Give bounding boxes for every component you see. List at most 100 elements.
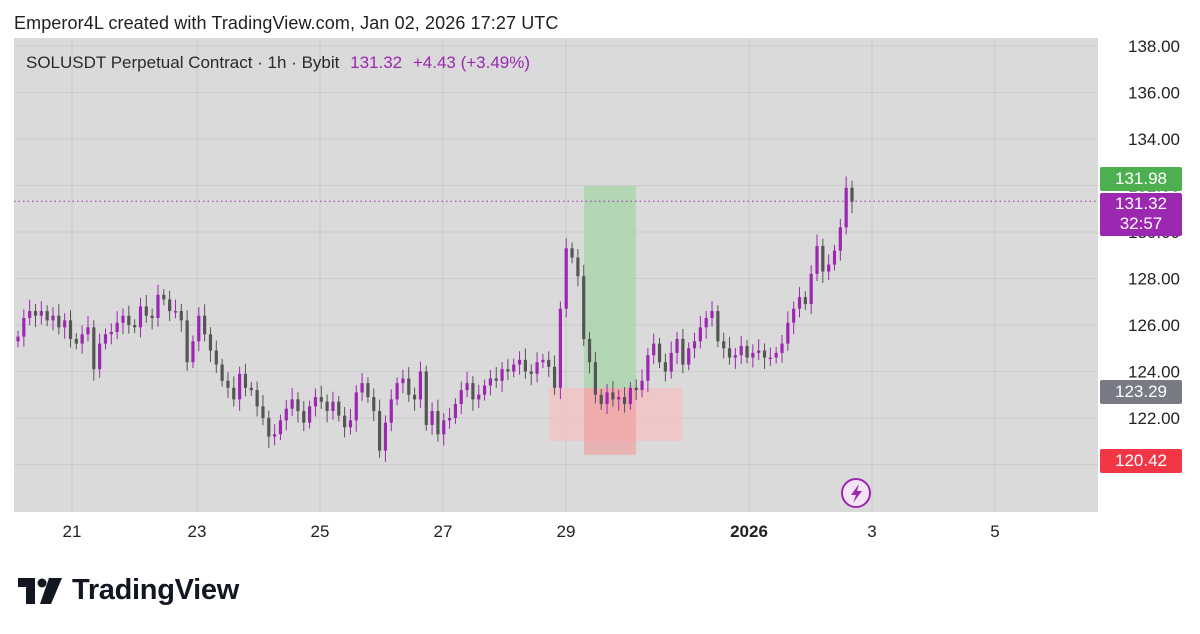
candle: [45, 305, 49, 327]
candle: [477, 384, 481, 409]
candlesticks: [16, 176, 854, 462]
tradingview-wordmark: TradingView: [72, 574, 239, 606]
candle: [617, 389, 621, 411]
time-tick-label: 21: [63, 522, 82, 541]
candle: [337, 395, 341, 422]
candle: [716, 305, 720, 348]
candle: [366, 377, 370, 403]
candle: [156, 284, 160, 327]
chart-caption: Emperor4L created with TradingView.com, …: [14, 13, 559, 33]
candle: [657, 337, 662, 369]
candle: [121, 308, 125, 335]
candle: [331, 391, 335, 420]
candle: [605, 383, 609, 415]
candle: [313, 388, 318, 417]
price-tick-label: 134.00: [1128, 130, 1180, 149]
candle: [634, 379, 638, 401]
candle: [506, 359, 510, 381]
candle: [109, 323, 113, 345]
candle: [517, 351, 522, 375]
candle: [494, 367, 498, 389]
candle: [16, 330, 20, 348]
candle: [500, 361, 504, 393]
candle: [780, 334, 784, 363]
candle: [430, 402, 434, 435]
tradingview-logo[interactable]: TradingView: [18, 574, 239, 607]
candle: [809, 265, 813, 315]
candle: [343, 407, 347, 438]
candle: [33, 303, 38, 328]
time-tick-label: 5: [990, 522, 999, 541]
candle: [249, 381, 253, 396]
candle: [138, 297, 143, 338]
candle: [28, 299, 32, 326]
candle: [447, 408, 452, 429]
last-price-badge: 131.32 32:57: [1100, 193, 1182, 236]
time-tick-label: 3: [867, 522, 876, 541]
candle: [768, 347, 772, 367]
candle: [587, 331, 592, 374]
candle: [844, 176, 848, 235]
candle: [80, 325, 84, 354]
candle: [640, 369, 644, 398]
candle: [786, 311, 790, 351]
time-axis[interactable]: 21 23 25 27 29 2026 3 5: [14, 512, 1186, 548]
candle: [173, 299, 178, 319]
candle: [389, 389, 393, 432]
candle: [319, 385, 323, 409]
candle: [103, 328, 108, 350]
candle: [86, 315, 90, 342]
candle: [762, 343, 767, 369]
candle: [669, 341, 673, 379]
candle: [471, 375, 475, 411]
candle: [92, 320, 96, 381]
candle: [675, 331, 679, 365]
lightning-icon[interactable]: [841, 478, 871, 508]
candle: [698, 315, 702, 349]
candle: [815, 234, 819, 282]
chart-pane[interactable]: [14, 38, 1098, 512]
price-tick-label: 128.00: [1128, 270, 1180, 289]
stop-price-badge: 120.42: [1100, 449, 1182, 473]
candle: [535, 352, 539, 383]
candle: [395, 377, 399, 406]
candle: [68, 310, 73, 348]
price-axis[interactable]: 138.00136.00134.00132.00130.00128.00126.…: [1098, 38, 1186, 512]
candle: [774, 347, 778, 364]
time-tick-label: 27: [434, 522, 453, 541]
candle: [412, 387, 417, 411]
candle: [308, 400, 312, 429]
candle: [576, 248, 580, 287]
candle: [459, 381, 463, 415]
candle: [722, 332, 726, 359]
risk-reward-tool[interactable]: [549, 185, 682, 455]
profit-zone[interactable]: [584, 185, 636, 389]
candle: [214, 340, 218, 374]
candle: [453, 398, 458, 424]
price-chart[interactable]: [14, 38, 1098, 512]
candle: [278, 414, 283, 441]
loss-zone[interactable]: [584, 388, 636, 455]
candle: [150, 308, 154, 330]
candle: [838, 218, 842, 261]
candle: [98, 333, 102, 378]
last-price-value: 131.32: [1115, 194, 1167, 213]
candle: [168, 290, 172, 322]
candle: [226, 372, 230, 398]
candle: [704, 310, 708, 339]
candle: [144, 295, 148, 323]
candle: [663, 353, 667, 382]
candle: [821, 238, 825, 283]
candle: [115, 311, 119, 340]
candle: [739, 335, 743, 364]
candle: [22, 309, 26, 347]
time-tick-label: 29: [557, 522, 576, 541]
entry-price-badge: 123.29: [1100, 380, 1182, 404]
candle: [424, 365, 428, 431]
candle: [850, 180, 854, 214]
candle: [74, 333, 78, 350]
candle: [646, 348, 650, 393]
candle: [51, 307, 55, 331]
candle: [290, 388, 294, 416]
candle: [442, 413, 446, 446]
